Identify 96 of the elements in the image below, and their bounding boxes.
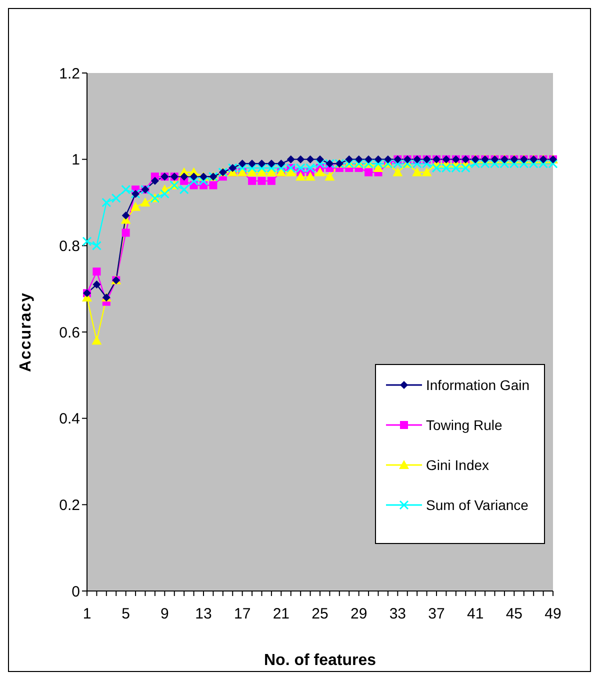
point [315,158,325,168]
x-axis-title: No. of features [264,652,376,669]
point [412,167,422,176]
point [374,155,382,164]
point [122,211,130,220]
point [180,172,188,181]
x-tick-label: 49 [544,606,562,623]
x-tick-label: 17 [234,606,251,623]
point [509,158,519,168]
point [306,155,314,164]
point [296,155,305,164]
point [122,228,130,237]
legend-label: Towing Rule [426,417,502,433]
point [130,202,141,211]
point [277,160,286,168]
x-tick-label: 29 [350,606,368,623]
point [150,176,159,185]
x-tick-label: 9 [160,606,169,623]
x-tick-label: 37 [428,606,445,623]
point [519,158,529,168]
point [412,158,422,168]
point [345,155,354,164]
x-tick-label: 25 [312,606,328,623]
point [179,184,189,194]
point [500,158,510,168]
point [480,158,490,168]
point [384,155,392,164]
point [286,155,295,164]
point [92,240,102,250]
point [422,158,432,168]
point [441,163,451,173]
point [238,163,248,173]
point [190,172,198,181]
point [209,181,218,190]
point [198,176,208,186]
y-axis-title: Accuracy [18,292,35,372]
point [248,176,256,185]
point [92,280,101,289]
point [140,198,150,206]
x-tick-label: 33 [389,606,406,623]
point [238,160,246,168]
x-tick-label: 21 [272,606,290,623]
point [82,236,92,246]
point [548,158,558,168]
point [121,184,131,194]
point [160,189,170,199]
point [432,163,442,173]
point [315,167,325,176]
y-tick-label: 0 [72,583,80,600]
point [92,336,102,345]
point [392,158,402,168]
point [470,158,480,168]
point [267,176,276,185]
point [316,155,324,164]
point [374,158,383,168]
point [267,160,276,168]
point [258,176,266,185]
point [189,176,199,186]
y-tick-label: 0.4 [59,410,80,428]
x-tick-label: 45 [506,606,523,623]
point [276,163,286,173]
y-tick-label: 0.2 [59,496,80,514]
point [266,163,276,173]
point [111,193,121,203]
point [451,163,461,173]
point [247,163,257,173]
point [324,172,335,181]
x-tick-label: 5 [122,606,130,623]
y-tick-label: 1 [72,152,80,169]
point [422,167,432,176]
point [306,163,316,173]
point [305,172,316,181]
point [296,163,306,173]
y-tick-label: 1.2 [59,65,80,82]
point [364,168,373,176]
point [392,167,403,176]
y-tick-label: 0.8 [59,238,80,255]
point [92,268,101,276]
legend-label: Information Gain [426,377,530,393]
legend-label: Sum of Variance [426,497,528,513]
point [296,172,306,181]
point [257,163,266,173]
point [248,160,256,168]
point [258,160,266,168]
y-tick-label: 0.6 [59,324,80,342]
point [460,163,470,173]
x-tick-label: 1 [82,606,92,623]
point [354,155,363,164]
x-tick-label: 41 [466,606,484,623]
legend-label: Gini Index [426,457,490,473]
point [364,155,373,164]
point [538,158,548,168]
point [528,158,538,168]
x-tick-label: 13 [195,606,212,623]
point [102,198,112,208]
point [490,158,500,168]
